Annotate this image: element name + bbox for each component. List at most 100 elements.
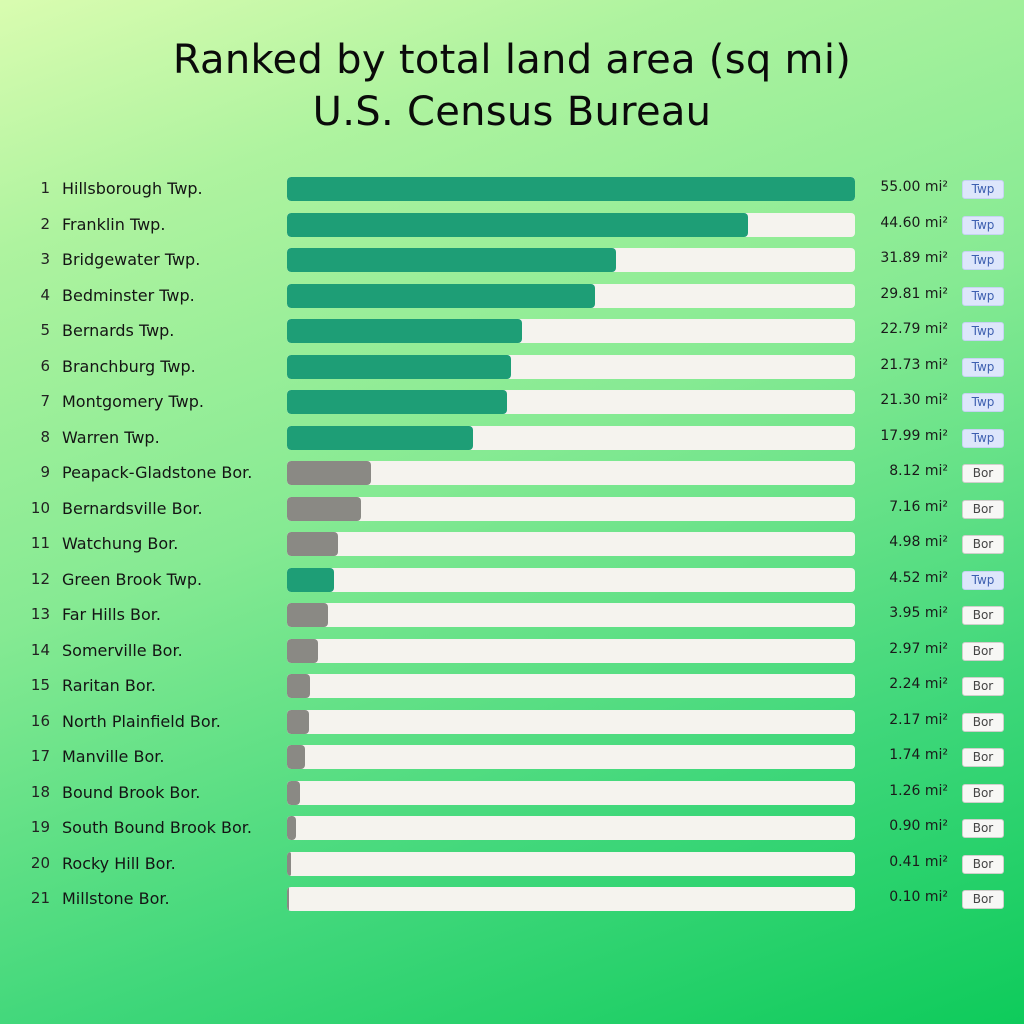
rank-label: 19	[30, 818, 50, 836]
value-label: 2.24 mi²	[889, 676, 948, 692]
bar-track	[287, 674, 855, 698]
bar	[287, 638, 318, 663]
municipality-label: North Plainfield Bor.	[62, 711, 221, 731]
chart-row: 4 Bedminster Twp. 29.81 mi² Twp	[0, 279, 1024, 315]
bar-track	[287, 567, 855, 592]
bar-track	[287, 390, 855, 414]
bar-track	[287, 496, 855, 521]
chart-row: 1 Hillsborough Twp. 55.00 mi² Twp	[0, 172, 1024, 208]
type-badge: Twp	[962, 322, 1004, 341]
rank-label: 17	[30, 747, 50, 765]
bar-track	[287, 461, 855, 485]
value-label: 4.98 mi²	[889, 534, 948, 550]
bar-track	[287, 780, 855, 805]
value-label: 1.26 mi²	[889, 782, 948, 799]
chart-row: 16 North Plainfield Bor. 2.17 mi² Bor	[0, 705, 1024, 741]
chart-row: 9 Peapack-Gladstone Bor. 8.12 mi² Bor	[0, 456, 1024, 492]
bar-track	[287, 532, 855, 556]
bar	[287, 816, 297, 840]
chart-row: 2 Franklin Twp. 44.60 mi² Twp	[0, 208, 1024, 244]
value-label: 0.90 mi²	[889, 818, 948, 834]
type-badge: Twp	[962, 180, 1004, 199]
value-label: 44.60 mi²	[880, 214, 948, 231]
chart-row: 6 Branchburg Twp. 21.73 mi² Twp	[0, 350, 1024, 386]
bar	[287, 709, 310, 734]
type-badge: Bor	[962, 819, 1004, 838]
bar	[287, 887, 289, 911]
type-badge: Bor	[962, 606, 1004, 625]
chart-row: 20 Rocky Hill Bor. 0.41 mi² Bor	[0, 847, 1024, 883]
rank-label: 14	[30, 640, 50, 659]
value-label: 17.99 mi²	[880, 427, 948, 444]
type-badge: Twp	[962, 570, 1004, 590]
bar	[287, 461, 371, 485]
type-badge: Twp	[962, 286, 1004, 306]
type-badge: Bor	[962, 783, 1004, 803]
bar	[287, 567, 334, 592]
municipality-label: Bernardsville Bor.	[62, 498, 203, 518]
value-label: 2.17 mi²	[889, 711, 948, 728]
rank-label: 3	[40, 250, 50, 268]
municipality-label: Raritan Bor.	[62, 676, 156, 695]
rank-label: 20	[30, 853, 50, 872]
rank-label: 13	[30, 605, 50, 623]
rank-label: 12	[30, 569, 50, 588]
municipality-label: Manville Bor.	[62, 747, 165, 766]
value-label: 4.52 mi²	[889, 569, 948, 586]
chart-row: 21 Millstone Bor. 0.10 mi² Bor	[0, 882, 1024, 918]
municipality-label: Bernards Twp.	[62, 321, 175, 340]
municipality-label: Warren Twp.	[62, 427, 160, 447]
bar	[287, 212, 748, 237]
bar	[287, 603, 328, 627]
rank-label: 9	[40, 463, 50, 481]
rank-label: 16	[30, 711, 50, 730]
rank-label: 10	[30, 498, 50, 517]
bar-track	[287, 851, 855, 876]
municipality-label: Montgomery Twp.	[62, 392, 204, 411]
municipality-label: Bedminster Twp.	[62, 285, 195, 305]
bar	[287, 319, 523, 343]
municipality-label: Bound Brook Bor.	[62, 782, 201, 802]
type-badge: Twp	[962, 215, 1004, 235]
type-badge: Bor	[962, 712, 1004, 732]
chart-row: 15 Raritan Bor. 2.24 mi² Bor	[0, 669, 1024, 705]
chart-row: 14 Somerville Bor. 2.97 mi² Bor	[0, 634, 1024, 670]
bar	[287, 496, 361, 521]
value-label: 22.79 mi²	[880, 321, 948, 337]
type-badge: Bor	[962, 499, 1004, 519]
rank-label: 15	[30, 676, 50, 694]
chart-row: 5 Bernards Twp. 22.79 mi² Twp	[0, 314, 1024, 350]
municipality-label: South Bound Brook Bor.	[62, 818, 252, 837]
ranking-bar-chart: 1 Hillsborough Twp. 55.00 mi² Twp 2 Franklin …	[0, 172, 1024, 917]
bar	[287, 425, 473, 450]
municipality-label: Branchburg Twp.	[62, 356, 196, 376]
bar	[287, 532, 339, 556]
value-label: 29.81 mi²	[880, 285, 948, 302]
rank-label: 4	[40, 285, 50, 304]
value-label: 0.41 mi²	[889, 853, 948, 870]
bar-track	[287, 745, 855, 769]
chart-row: 10 Bernardsville Bor. 7.16 mi² Bor	[0, 492, 1024, 528]
type-badge: Bor	[962, 464, 1004, 483]
bar	[287, 745, 305, 769]
bar	[287, 851, 292, 876]
municipality-label: Bridgewater Twp.	[62, 250, 201, 269]
bar	[287, 674, 311, 698]
type-badge: Twp	[962, 393, 1004, 412]
municipality-label: Rocky Hill Bor.	[62, 853, 176, 873]
chart-row: 18 Bound Brook Bor. 1.26 mi² Bor	[0, 776, 1024, 812]
municipality-label: Green Brook Twp.	[62, 569, 203, 589]
type-badge: Bor	[962, 748, 1004, 767]
chart-row: 11 Watchung Bor. 4.98 mi² Bor	[0, 527, 1024, 563]
value-label: 3.95 mi²	[889, 605, 948, 621]
bar	[287, 780, 300, 805]
chart-row: 12 Green Brook Twp. 4.52 mi² Twp	[0, 563, 1024, 599]
rank-label: 2	[40, 214, 50, 233]
bar-track	[287, 425, 855, 450]
chart-row: 8 Warren Twp. 17.99 mi² Twp	[0, 421, 1024, 457]
municipality-label: Peapack-Gladstone Bor.	[62, 463, 253, 482]
value-label: 8.12 mi²	[889, 463, 948, 479]
rank-label: 7	[40, 392, 50, 410]
bar-track	[287, 354, 855, 379]
bar-track	[287, 603, 855, 627]
